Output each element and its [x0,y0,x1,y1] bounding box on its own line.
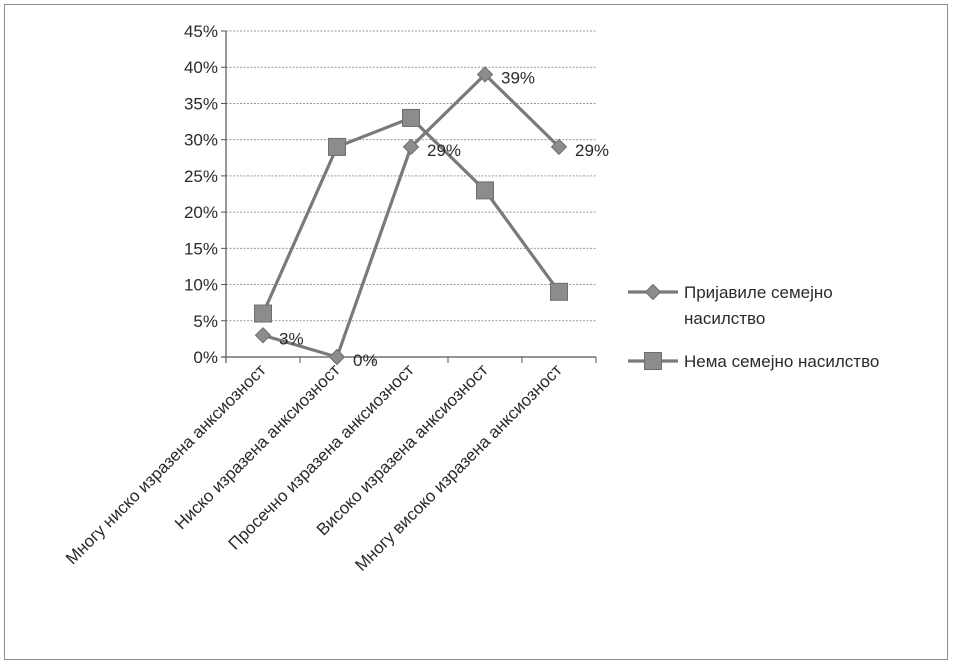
data-point-diamond [476,66,494,83]
data-point-diamond [402,138,420,156]
chart-frame [4,4,948,660]
data-label: 29% [575,141,609,160]
y-axis-ticks: 0% 5% 10% 15% 20% 25% 30% 35% 40% 45% [184,22,218,367]
y-tick-label: 35% [184,94,218,113]
legend: Пријавиле семејно насилство Нема семејно н… [628,283,879,371]
y-tick-label: 15% [184,239,218,258]
data-point-diamond [550,138,568,156]
legend-label-1: насилство [684,309,765,328]
data-point-diamond [328,348,346,366]
data-point-square [254,304,272,323]
y-tick-label: 30% [184,131,218,150]
data-label: 3% [279,329,304,348]
legend-label-2: Нема семејно насилство [684,352,879,371]
y-tick-label: 0% [193,348,218,367]
data-label: 29% [427,141,461,160]
legend-label-1: Пријавиле семејно [684,283,833,302]
data-labels: 3% 0% 29% 39% 29% [279,68,609,370]
y-tick-label: 10% [184,276,218,295]
axes [221,30,597,363]
data-label: 0% [353,351,378,370]
legend-marker-square [644,352,662,370]
series [254,66,568,366]
gridlines [226,30,596,322]
data-label: 39% [501,68,535,87]
data-point-square [402,108,420,127]
y-tick-label: 25% [184,167,218,186]
y-tick-label: 5% [193,312,218,331]
legend-marker-diamond [644,283,662,301]
data-point-square [476,181,494,200]
y-tick-label: 20% [184,203,218,222]
data-point-square [550,282,568,301]
y-tick-label: 40% [184,58,218,77]
data-point-diamond [254,327,272,344]
y-tick-label: 45% [184,22,218,41]
data-point-square [328,137,346,156]
